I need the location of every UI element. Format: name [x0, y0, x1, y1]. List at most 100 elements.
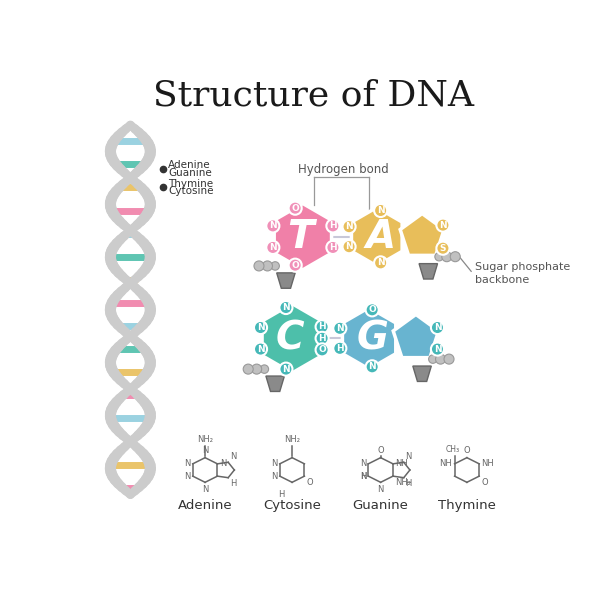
Text: N: N: [184, 460, 190, 468]
Text: N: N: [202, 446, 208, 455]
Text: N: N: [378, 485, 384, 494]
Polygon shape: [400, 214, 444, 255]
Text: N: N: [269, 243, 277, 252]
Text: H: H: [405, 479, 412, 488]
Text: N: N: [269, 222, 277, 230]
Circle shape: [266, 219, 280, 233]
Text: O: O: [368, 305, 376, 315]
Circle shape: [436, 354, 446, 364]
Text: Guanine: Guanine: [168, 168, 212, 177]
Text: O: O: [291, 261, 299, 270]
Polygon shape: [266, 376, 285, 392]
Text: O: O: [463, 446, 470, 455]
Text: Adenine: Adenine: [177, 499, 233, 512]
Text: C: C: [275, 319, 304, 357]
Polygon shape: [393, 315, 439, 357]
Polygon shape: [351, 207, 402, 266]
Circle shape: [428, 355, 437, 364]
Text: Hydrogen bond: Hydrogen bond: [298, 163, 389, 176]
Circle shape: [343, 220, 356, 233]
Circle shape: [280, 301, 293, 314]
Text: O: O: [482, 478, 488, 487]
Circle shape: [243, 364, 253, 374]
Circle shape: [431, 343, 444, 356]
Text: O: O: [291, 204, 299, 213]
Circle shape: [436, 242, 449, 255]
Text: NH₂: NH₂: [395, 478, 411, 487]
Circle shape: [280, 362, 293, 376]
Polygon shape: [413, 366, 431, 381]
Text: G: G: [357, 319, 389, 357]
Text: H: H: [230, 479, 236, 488]
Text: O: O: [318, 345, 326, 354]
Text: N: N: [345, 222, 353, 231]
Text: H: H: [278, 490, 285, 499]
Text: H: H: [336, 344, 344, 353]
Circle shape: [263, 261, 272, 271]
Text: NH₂: NH₂: [284, 435, 300, 444]
Text: Structure of DNA: Structure of DNA: [153, 79, 474, 113]
Circle shape: [374, 256, 387, 269]
Text: CH₃: CH₃: [446, 445, 460, 454]
Circle shape: [289, 201, 302, 215]
Circle shape: [334, 341, 346, 355]
Text: NH: NH: [439, 460, 452, 468]
Circle shape: [365, 360, 379, 373]
Text: N: N: [345, 242, 353, 251]
Text: Adenine: Adenine: [168, 160, 211, 170]
Circle shape: [260, 365, 269, 373]
Circle shape: [435, 253, 443, 261]
Text: N: N: [271, 472, 277, 480]
Text: N: N: [439, 221, 447, 230]
Text: N: N: [405, 452, 412, 461]
Polygon shape: [277, 273, 295, 288]
Text: N: N: [336, 324, 344, 333]
Text: Cytosine: Cytosine: [168, 186, 214, 196]
Text: N: N: [282, 365, 289, 373]
Text: O: O: [307, 478, 313, 487]
Text: NH: NH: [395, 460, 408, 468]
Text: Sugar phosphate
backbone: Sugar phosphate backbone: [474, 262, 570, 285]
Text: N: N: [202, 485, 208, 494]
Circle shape: [316, 343, 329, 356]
Polygon shape: [343, 307, 396, 369]
Circle shape: [316, 320, 329, 334]
Circle shape: [266, 241, 280, 254]
Text: N: N: [434, 323, 441, 332]
Circle shape: [316, 332, 329, 345]
Text: S: S: [439, 244, 446, 253]
Text: Guanine: Guanine: [353, 499, 409, 512]
Text: H: H: [318, 323, 326, 331]
Circle shape: [252, 364, 262, 374]
Circle shape: [326, 219, 340, 233]
Text: N: N: [360, 472, 366, 480]
Text: N: N: [377, 258, 384, 267]
Text: O: O: [378, 446, 384, 455]
Text: NH₂: NH₂: [197, 435, 213, 444]
Text: Cytosine: Cytosine: [263, 499, 321, 512]
Circle shape: [334, 322, 346, 335]
Text: N: N: [256, 345, 264, 354]
Text: H: H: [360, 471, 366, 480]
Text: N: N: [434, 345, 441, 354]
Circle shape: [365, 304, 379, 316]
Polygon shape: [262, 304, 322, 373]
Circle shape: [442, 252, 452, 262]
Circle shape: [374, 204, 387, 217]
Text: H: H: [318, 334, 326, 343]
Text: Thymine: Thymine: [168, 179, 213, 188]
Circle shape: [343, 240, 356, 253]
Text: N: N: [360, 460, 366, 468]
Text: T: T: [287, 218, 314, 256]
Text: N: N: [368, 362, 376, 371]
Text: H: H: [329, 222, 337, 230]
Circle shape: [254, 261, 264, 271]
Text: N: N: [271, 460, 277, 468]
Text: N: N: [256, 323, 264, 332]
Polygon shape: [274, 204, 332, 270]
Text: N: N: [282, 303, 289, 312]
Text: NH: NH: [482, 460, 494, 468]
Circle shape: [254, 343, 267, 356]
Polygon shape: [419, 264, 438, 279]
Text: Thymine: Thymine: [438, 499, 496, 512]
